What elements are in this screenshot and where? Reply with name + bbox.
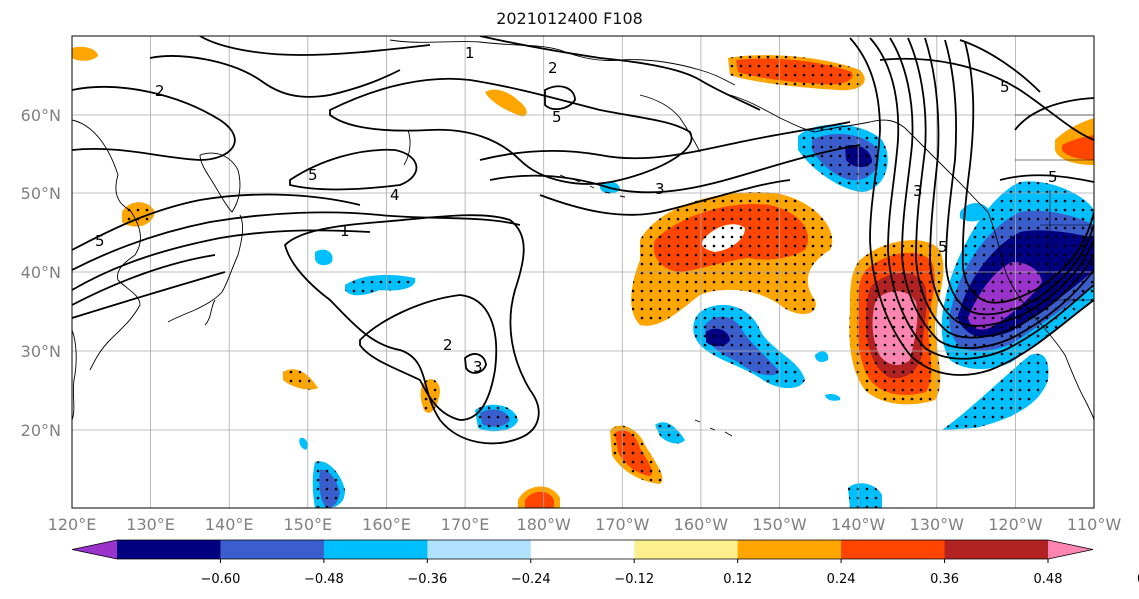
lon-label: 140°E (205, 515, 254, 534)
contour-label: 2 (548, 59, 558, 77)
lat-labels: 60°N 50°N 40°N 30°N 20°N (21, 106, 61, 440)
lon-label: 120°W (988, 515, 1043, 534)
colorbar-segment (944, 540, 1049, 559)
colorbar-segment (841, 540, 946, 559)
lon-label: 160°E (362, 515, 411, 534)
contour-label: 5 (95, 232, 105, 250)
colorbar-tick-label: −0.24 (511, 572, 551, 587)
contour-label: 5 (552, 108, 562, 126)
colorbar-extend-high (1048, 540, 1093, 559)
lat-label: 20°N (21, 421, 61, 440)
colorbar-segment (634, 540, 739, 559)
contour-label: 1 (465, 44, 475, 62)
contour-label: 5 (1000, 78, 1010, 96)
lon-label: 130°W (910, 515, 965, 534)
contour-label: 1 (340, 222, 350, 240)
contour-label: 5 (1048, 168, 1058, 186)
colorbar-segment (117, 540, 221, 559)
colorbar-tick-label: 0.36 (930, 572, 959, 587)
colorbar-segment (220, 540, 325, 559)
map-border (71, 35, 1095, 509)
contour-label: 2 (443, 336, 453, 354)
contour-label: 3 (655, 180, 665, 198)
lat-label: 40°N (21, 263, 61, 282)
coastlines (72, 39, 1094, 437)
lat-label: 60°N (21, 106, 61, 125)
contour-lines (72, 36, 1094, 445)
colorbar-tick-label: 0.12 (723, 572, 752, 587)
lon-label: 170°E (441, 515, 490, 534)
colorbar-tick-label: −0.36 (407, 572, 447, 587)
lon-label: 130°E (126, 515, 175, 534)
lat-label: 30°N (21, 342, 61, 361)
contour-label: 4 (390, 186, 400, 204)
colorbar-tick-label: −0.60 (201, 572, 241, 587)
lon-label: 150°E (283, 515, 332, 534)
contour-label: 3 (913, 182, 923, 200)
map-title: 2021012400 F108 (496, 9, 643, 28)
lon-label: 170°W (595, 515, 650, 534)
colorbar-extend-low (72, 540, 117, 559)
contour-labels: 1 2 2 5 5 5 4 1 3 2 3 5 5 5 3 (95, 44, 1058, 376)
contour-label: 5 (938, 238, 948, 256)
colorbar-segment (737, 540, 842, 559)
colorbar-segment (530, 540, 635, 559)
lon-label: 150°W (752, 515, 807, 534)
colorbar-tick-label: −0.48 (304, 572, 344, 587)
lon-label: 120°E (48, 515, 97, 534)
contour-label: 5 (308, 166, 318, 184)
lon-label: 110°W (1067, 515, 1122, 534)
lon-label: 140°W (831, 515, 886, 534)
gridlines (72, 36, 1094, 508)
colorbar: −0.60 −0.48 −0.36 −0.24 −0.12 0.12 0.24 0.36 0.4… (71, 539, 1139, 587)
contour-label: 3 (473, 358, 483, 376)
colorbar-tick-label: 0.60 (1137, 572, 1139, 587)
lon-labels: 120°E 130°E 140°E 150°E 160°E 170°E 180°… (48, 515, 1122, 534)
colorbar-tick-label: 0.24 (827, 572, 856, 587)
colorbar-segment (427, 540, 532, 559)
state-borders (1015, 114, 1094, 301)
colorbar-segment (323, 540, 428, 559)
colorbar-tick-label: 0.48 (1034, 572, 1063, 587)
contour-label: 2 (155, 82, 165, 100)
lon-label: 160°W (674, 515, 729, 534)
lat-label: 50°N (21, 184, 61, 203)
colorbar-tick-label: −0.12 (614, 572, 654, 587)
colorbar-outline (71, 539, 1094, 560)
lon-label: 180°W (517, 515, 572, 534)
